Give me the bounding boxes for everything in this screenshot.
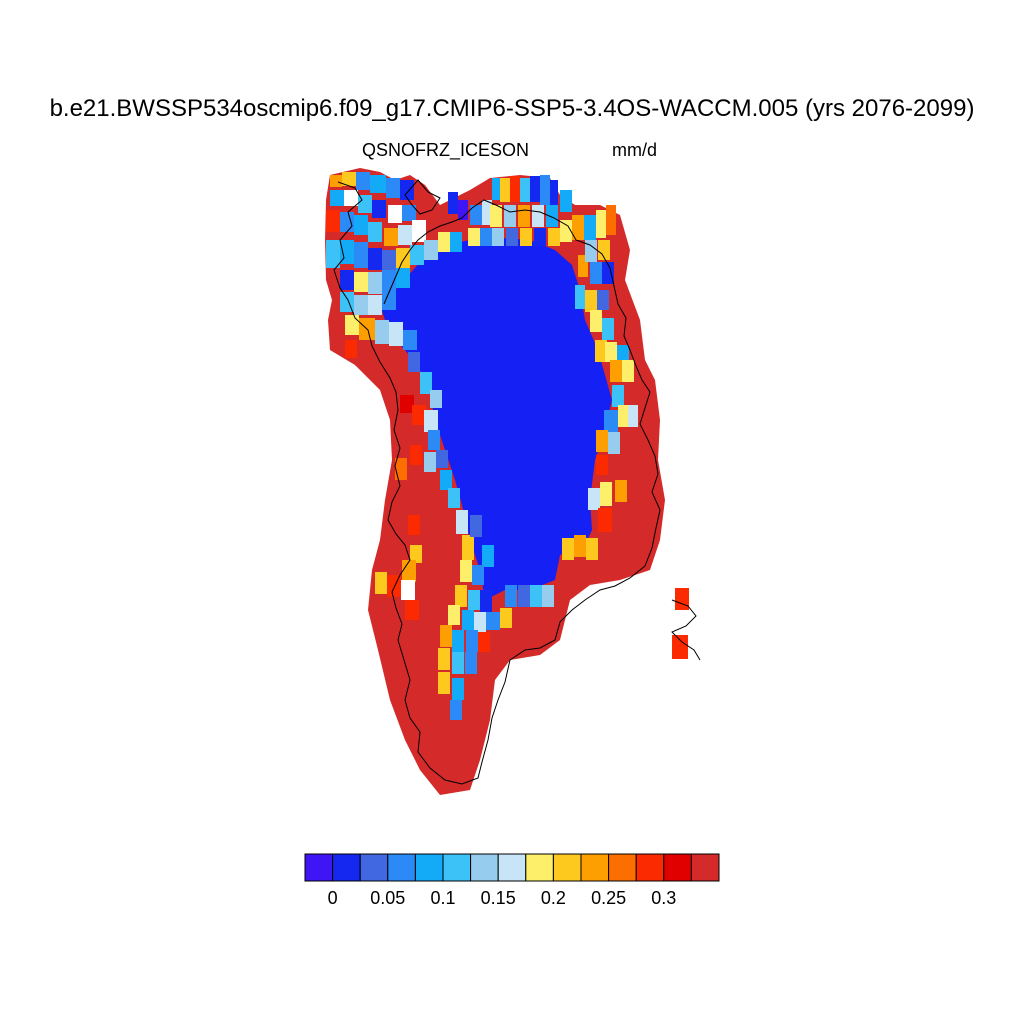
colorbar-tick-label: 0.05 (370, 888, 405, 908)
ice-sheet-interior-region (380, 238, 612, 600)
plot-title: b.e21.BWSSP534oscmip6.f09_g17.CMIP6-SSP5… (49, 95, 975, 122)
units-label: mm/d (612, 140, 657, 160)
season-label: SON (490, 140, 530, 160)
coastline-outline (333, 181, 661, 785)
colorbar-box (608, 853, 637, 882)
colorbar-box (635, 853, 665, 882)
colorbar-box (359, 853, 389, 882)
colorbar-box (470, 853, 499, 882)
colorbar-box (690, 853, 720, 882)
colorbar-box (552, 853, 582, 882)
colorbar-box (414, 853, 444, 882)
colorbar-tick-label: 0.25 (591, 888, 626, 908)
colorbar-tick-label: 0.1 (430, 888, 455, 908)
colorbar-box (497, 853, 527, 882)
colorbar-box (387, 853, 416, 882)
colorbar-box (442, 853, 472, 882)
colorbar-box (304, 853, 334, 882)
colorbar-tick-label: 0.3 (651, 888, 676, 908)
variable-label: QSNOFRZ_ICE (362, 140, 491, 160)
colorbar-box (332, 853, 361, 882)
colorbar-tick-label: 0.15 (481, 888, 516, 908)
colorbar-tick-label: 0.2 (541, 888, 566, 908)
colorbar-box (525, 853, 554, 882)
colorbar-tick-label: 0 (328, 888, 338, 908)
colorbar-box (580, 853, 610, 882)
colorbar-box (663, 853, 692, 882)
